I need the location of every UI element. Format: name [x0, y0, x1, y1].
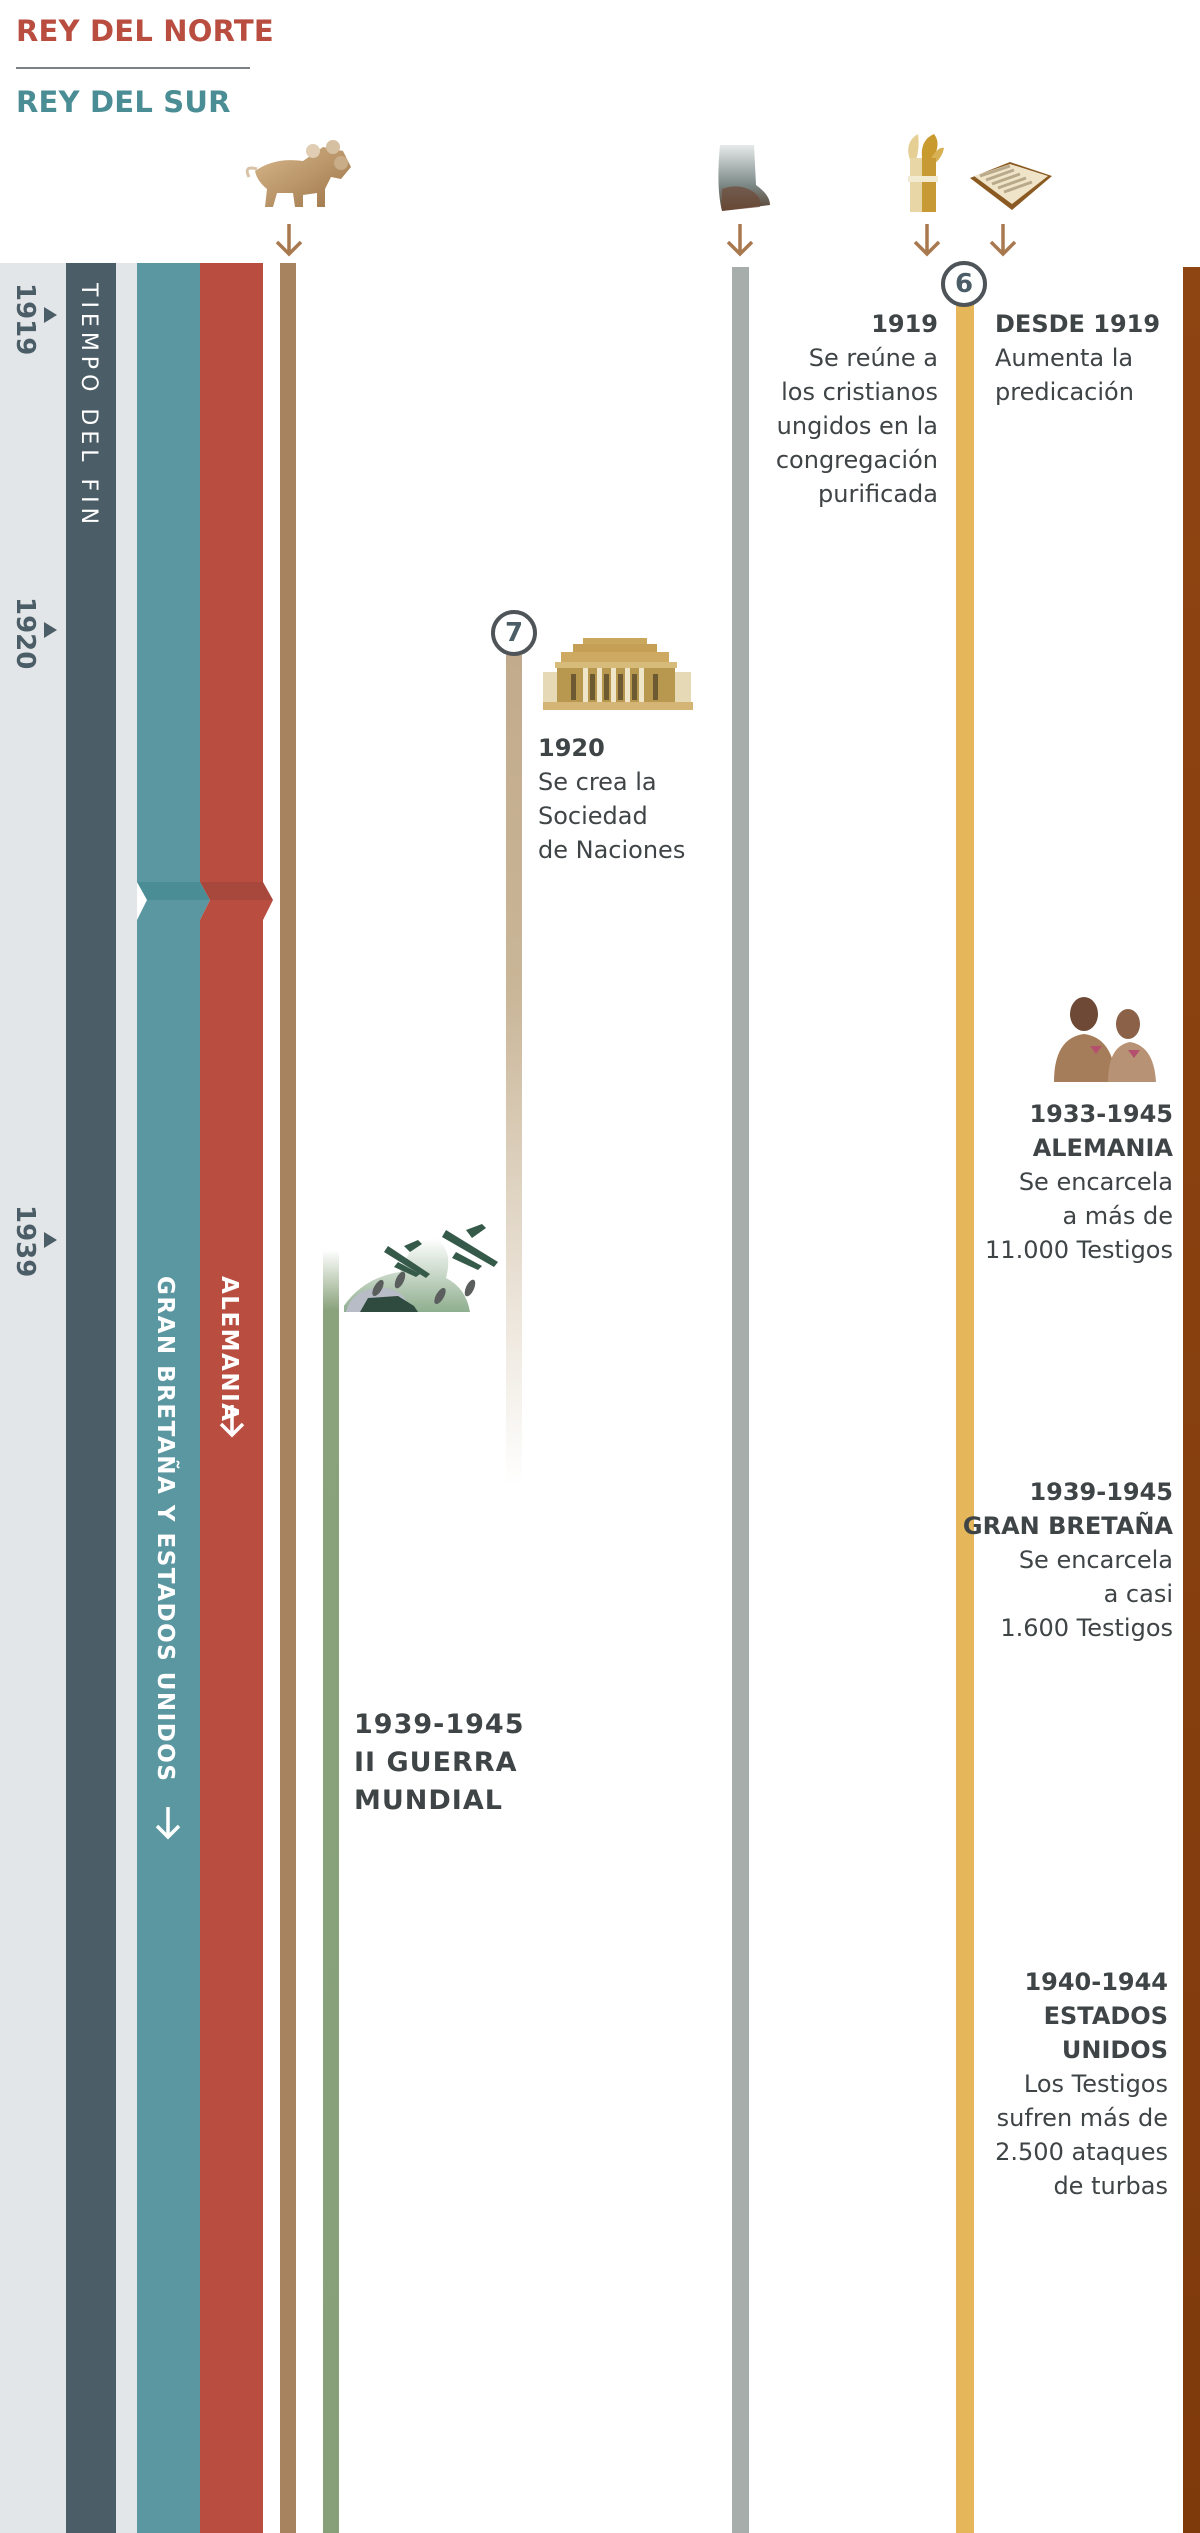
statue-feet-icon — [718, 145, 770, 211]
event-text: a más de — [1062, 1202, 1173, 1230]
king-south-band-label: GRAN BRETAÑA Y ESTADOS UNIDOS — [152, 1276, 178, 1782]
league-line — [506, 655, 522, 1485]
marker-6: 6 — [941, 261, 987, 307]
leopard-beast-icon — [245, 140, 351, 207]
event-text: 2.500 ataques — [995, 2138, 1168, 2166]
event-date: 1939-1945 — [354, 1709, 525, 1740]
bomber-planes-icon — [344, 1224, 498, 1312]
event-date: 1940-1944 — [1024, 1968, 1168, 1996]
wheat-sheaf-icon — [908, 134, 944, 212]
right-border-line — [1183, 267, 1200, 2533]
event-title: ALEMANIA — [1032, 1134, 1173, 1162]
king-south-label: GRAN BRETAÑA Y ESTADOS UNIDOS — [152, 1276, 178, 1783]
legend-king-north: REY DEL NORTE — [16, 14, 274, 48]
event-text: 11.000 Testigos — [985, 1236, 1173, 1264]
event-text: Se encarcela — [1018, 1168, 1173, 1196]
event-league-of-nations: 1920 Se crea la Sociedad de Naciones — [538, 731, 728, 867]
event-germany-prison: 1933-1945 ALEMANIA Se encarcela a más de… — [960, 1097, 1173, 1267]
arrow-down-icon — [989, 224, 1017, 257]
arrow-down-icon — [155, 1807, 181, 1840]
year-marker-icon — [44, 307, 57, 323]
end-time-band — [66, 263, 116, 2533]
year-label-1919: 1919 — [10, 283, 40, 356]
prisoners-icon — [1054, 997, 1156, 1082]
statue-line — [732, 267, 749, 2533]
beast-line — [280, 263, 296, 2533]
event-title: II GUERRA — [354, 1747, 518, 1778]
event-britain-prison: 1939-1945 GRAN BRETAÑA Se encarcela a ca… — [960, 1475, 1173, 1645]
event-world-war-2: 1939-1945 II GUERRA MUNDIAL — [354, 1706, 525, 1820]
anointed-line — [956, 305, 974, 2533]
event-text: Se encarcela — [1018, 1546, 1173, 1574]
arrow-down-icon — [726, 224, 754, 257]
event-text: Sociedad — [538, 802, 648, 830]
event-text: 1.600 Testigos — [1000, 1614, 1173, 1642]
year-marker-icon — [44, 622, 57, 638]
marker-7: 7 — [491, 610, 537, 656]
event-text: purificada — [818, 480, 938, 508]
arrow-down-icon — [275, 224, 303, 257]
war-line — [323, 1250, 339, 2533]
event-text: predicación — [995, 378, 1134, 406]
event-title: UNIDOS — [1061, 2036, 1168, 2064]
event-text: de turbas — [1053, 2172, 1168, 2200]
king-north-label: ALEMANIA — [216, 1276, 242, 1423]
end-time-label: TIEMPO DEL FIN — [76, 283, 101, 530]
league-building-icon — [543, 638, 693, 710]
event-text: Aumenta la — [995, 344, 1134, 372]
open-bible-icon — [970, 162, 1052, 210]
arrow-down-icon — [913, 224, 941, 257]
kings-bands — [137, 263, 273, 2533]
event-text: ungidos en la — [776, 412, 938, 440]
event-text: sufren más de — [996, 2104, 1168, 2132]
legend-king-south: REY DEL SUR — [16, 85, 231, 119]
event-text: Los Testigos — [1023, 2070, 1168, 2098]
event-title: ESTADOS — [1043, 2002, 1168, 2030]
event-date: 1933-1945 — [1029, 1100, 1173, 1128]
event-title: MUNDIAL — [354, 1785, 503, 1816]
event-text: Se crea la — [538, 768, 657, 796]
year-label-1939: 1939 — [10, 1205, 40, 1278]
event-title: GRAN BRETAÑA — [962, 1512, 1173, 1540]
event-date: 1939-1945 — [1029, 1478, 1173, 1506]
event-text: los cristianos — [781, 378, 938, 406]
event-1919-gathering: 1919 Se reúne a los cristianos ungidos e… — [720, 307, 938, 511]
event-usa-mobs: 1940-1944 ESTADOS UNIDOS Los Testigos su… — [960, 1965, 1168, 2203]
event-text: a casi — [1103, 1580, 1173, 1608]
event-text: congregación — [775, 446, 938, 474]
event-date: DESDE 1919 — [995, 310, 1161, 338]
year-marker-icon — [44, 1232, 57, 1248]
arrow-down-icon — [219, 1405, 245, 1438]
king-north-band-label: ALEMANIA — [216, 1276, 242, 1422]
event-date: 1920 — [538, 734, 605, 762]
event-text: Se reúne a — [808, 344, 938, 372]
event-text: de Naciones — [538, 836, 686, 864]
event-date: 1919 — [871, 310, 938, 338]
year-label-1920: 1920 — [10, 597, 40, 670]
event-preaching: DESDE 1919 Aumenta la predicación — [995, 307, 1180, 409]
legend-divider — [16, 67, 250, 69]
